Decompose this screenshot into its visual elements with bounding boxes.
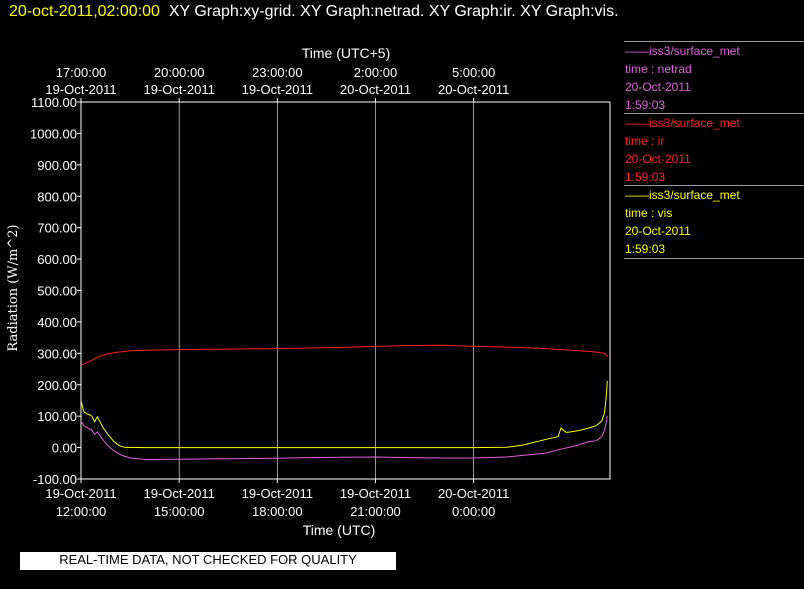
legend-title: ——iss3/surface_met bbox=[625, 116, 740, 130]
series bbox=[80, 344, 608, 461]
x-tick-label-time: 15:00:00 bbox=[154, 504, 205, 519]
x-tick-label-date: 20-Oct-2011 bbox=[438, 486, 509, 501]
y-tick-label: 900.00 bbox=[37, 158, 77, 173]
y-tick-label: 0.00 bbox=[52, 441, 77, 456]
quality-notice: REAL-TIME DATA, NOT CHECKED FOR QUALITY bbox=[20, 552, 396, 570]
x2-tick-label-date: 19-Oct-2011 bbox=[45, 82, 116, 97]
legend-series: time : ir bbox=[625, 134, 665, 148]
x2-tick-label-date: 20-Oct-2011 bbox=[340, 82, 411, 97]
x-tick-label-time: 21:00:00 bbox=[350, 504, 401, 519]
x2-tick-label-time: 5:00:00 bbox=[452, 65, 495, 80]
legend-separator bbox=[624, 41, 804, 42]
x2-axis-label: Time (UTC+5) bbox=[302, 45, 391, 61]
x2-tick-label-time: 17:00:00 bbox=[56, 65, 107, 80]
y-tick-label: 500.00 bbox=[37, 284, 77, 299]
legend-date: 20-Oct-2011 bbox=[625, 152, 691, 166]
legend-netrad: ——iss3/surface_met time : netrad 20-Oct-… bbox=[624, 41, 804, 114]
y-tick-label: 1100.00 bbox=[31, 95, 77, 110]
x2-tick-label-date: 20-Oct-2011 bbox=[438, 82, 509, 97]
x2-tick-label-time: 23:00:00 bbox=[252, 65, 303, 80]
legend-separator bbox=[624, 113, 804, 114]
graph-titles: XY Graph:xy-grid. XY Graph:netrad. XY Gr… bbox=[168, 3, 619, 20]
y-tick-label: 300.00 bbox=[37, 346, 77, 361]
x2-tick-label-time: 2:00:00 bbox=[354, 65, 397, 80]
x-tick-label-date: 19-Oct-2011 bbox=[242, 486, 313, 501]
timestamp: 20-oct-2011,02:00:00 bbox=[9, 3, 160, 20]
y-axis: -100.00 0.00 100.00 200.00 300.00 400.00 500.0… bbox=[30, 95, 81, 487]
legend-series: time : netrad bbox=[625, 62, 692, 76]
y-tick-label: 400.00 bbox=[37, 315, 77, 330]
legend-time: 1:59:03 bbox=[625, 98, 666, 112]
x-tick-label-time: 12:00:00 bbox=[56, 504, 107, 519]
header: 20-oct-2011,02:00:00 XY Graph:xy-grid. X… bbox=[9, 1, 619, 23]
legend-time: 1:59:03 bbox=[625, 170, 666, 184]
series-line-time-vis bbox=[80, 380, 608, 449]
legend-title: ——iss3/surface_met bbox=[625, 44, 740, 58]
legend-separator bbox=[624, 185, 804, 186]
x-tick-label-date: 19-Oct-2011 bbox=[144, 486, 215, 501]
x-tick-label-date: 19-Oct-2011 bbox=[45, 486, 116, 501]
legend-date: 20-Oct-2011 bbox=[625, 224, 691, 238]
legend-ir: ——iss3/surface_met time : ir 20-Oct-2011… bbox=[624, 113, 804, 186]
x-axis-top: 17:00:00 19-Oct-2011 20:00:00 19-Oct-2011 23… bbox=[45, 65, 509, 102]
y-tick-label: 200.00 bbox=[37, 378, 77, 393]
y-tick-label: 100.00 bbox=[37, 409, 77, 424]
x2-tick-label-time: 20:00:00 bbox=[154, 65, 205, 80]
series-line-time-ir bbox=[80, 344, 608, 366]
grid bbox=[178, 102, 474, 479]
x2-tick-label-date: 19-Oct-2011 bbox=[242, 82, 313, 97]
y-tick-label: 700.00 bbox=[37, 221, 77, 236]
y-tick-label: 800.00 bbox=[37, 189, 77, 204]
y-tick-label: 1000.00 bbox=[30, 126, 77, 141]
x-axis-label: Time (UTC) bbox=[303, 522, 376, 538]
legend-title: ——iss3/surface_met bbox=[625, 188, 740, 202]
legend-vis: ——iss3/surface_met time : vis 20-Oct-201… bbox=[624, 185, 804, 259]
series-line-time-netrad bbox=[80, 416, 608, 461]
plot-frame bbox=[80, 101, 611, 480]
legend-series: time : vis bbox=[625, 206, 673, 220]
y-axis-label: Radiation (W/m^2) bbox=[6, 224, 21, 351]
y-tick-label: -100.00 bbox=[33, 472, 77, 487]
x-tick-label-time: 18:00:00 bbox=[252, 504, 303, 519]
x-tick-label-date: 19-Oct-2011 bbox=[340, 486, 411, 501]
x-tick-label-time: 0:00:00 bbox=[452, 504, 495, 519]
legend-time: 1:59:03 bbox=[625, 242, 666, 256]
y-tick-label: 600.00 bbox=[37, 252, 77, 267]
x2-tick-label-date: 19-Oct-2011 bbox=[144, 82, 215, 97]
x-axis-bottom: 19-Oct-2011 12:00:00 19-Oct-2011 15:00:00 19… bbox=[45, 479, 509, 519]
legend-separator bbox=[624, 258, 804, 259]
legend-date: 20-Oct-2011 bbox=[625, 80, 691, 94]
